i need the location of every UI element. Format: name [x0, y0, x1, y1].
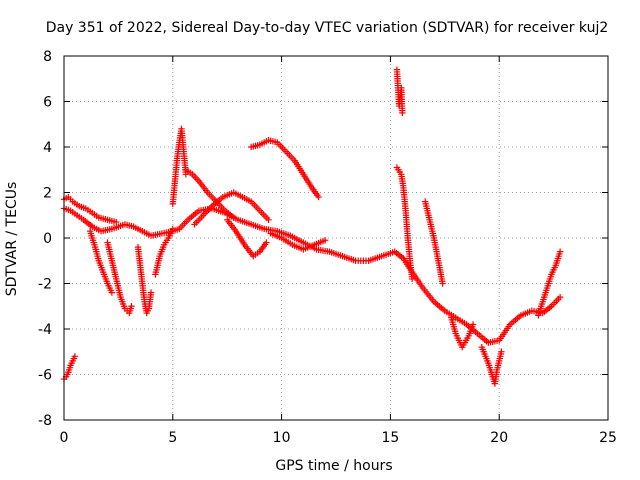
- data-point-marker: [408, 275, 416, 283]
- y-tick-label: -6: [38, 368, 52, 384]
- series-pre-rise: [152, 225, 176, 278]
- data-markers: [60, 66, 564, 387]
- series-main-trace: [60, 205, 564, 346]
- series-late-recovery: [535, 248, 564, 319]
- chart-title: Day 351 of 2022, Sidereal Day-to-day VTE…: [46, 20, 609, 36]
- data-point-marker: [321, 237, 329, 244]
- x-axis-label: GPS time / hours: [275, 458, 392, 474]
- y-axis-label: SDTVAR / TECUs: [4, 182, 20, 297]
- series-late-lower: [448, 314, 477, 351]
- series-upper-arc: [247, 136, 322, 201]
- data-point-marker: [498, 348, 505, 355]
- y-tick-label: 4: [43, 140, 52, 156]
- series-late-peak: [393, 66, 406, 117]
- series-early-drop-2: [104, 239, 135, 317]
- y-tick-label: 2: [43, 186, 52, 202]
- y-tick-label: 8: [43, 49, 52, 65]
- x-tick-label: 25: [599, 430, 617, 446]
- data-point-marker: [71, 353, 79, 360]
- y-tick-label: -8: [38, 413, 52, 429]
- data-point-marker: [556, 293, 564, 301]
- data-point-marker: [230, 214, 237, 221]
- series-spike-5h: [169, 125, 190, 208]
- y-tick-label: -2: [38, 277, 52, 293]
- series-hump-2: [191, 189, 272, 228]
- x-tick-label: 15: [381, 430, 399, 446]
- series-late-spur: [422, 198, 446, 287]
- plot-border: [63, 55, 609, 421]
- data-point-marker: [108, 289, 116, 296]
- series-mid-drop: [134, 243, 155, 317]
- data-point-marker: [399, 109, 406, 117]
- data-point-marker: [315, 193, 322, 201]
- series-hump-3: [224, 216, 270, 260]
- series-early-drop-1: [86, 227, 116, 296]
- grid-lines: [64, 56, 608, 420]
- series-lower-arc: [267, 230, 329, 253]
- data-point-marker: [469, 321, 477, 328]
- data-point-marker: [439, 280, 446, 287]
- data-point-marker: [556, 248, 564, 255]
- x-tick-label: 5: [168, 430, 177, 446]
- series-dip-20h: [478, 344, 505, 387]
- y-tick-label: 0: [43, 231, 52, 247]
- data-point-marker: [169, 225, 176, 233]
- data-point-marker: [265, 216, 272, 223]
- data-point-marker: [263, 239, 270, 246]
- x-tick-label: 0: [60, 430, 69, 446]
- series-late-rise: [393, 164, 416, 283]
- x-tick-label: 20: [490, 430, 508, 446]
- series-low-start: [60, 353, 79, 383]
- y-tick-label: -4: [38, 322, 52, 338]
- data-point-marker: [128, 303, 135, 310]
- y-tick-label: 6: [43, 95, 52, 111]
- tick-labels: 0 5 10 15 20 25 -8 -6 -4 -2 0 2 4 6 8: [38, 49, 617, 446]
- data-point-marker: [147, 289, 155, 296]
- data-point-marker: [113, 218, 120, 226]
- x-tick-label: 10: [273, 430, 291, 446]
